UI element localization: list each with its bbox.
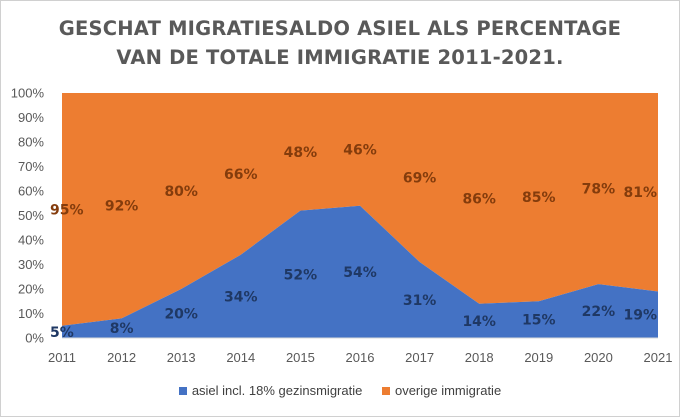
data-label-overige: 48% [284,145,318,161]
chart-title-line-2: VAN DE TOTALE IMMIGRATIE 2011-2021. [116,46,564,69]
x-tick-label: 2018 [465,350,494,365]
data-label-asiel: 34% [224,289,258,305]
legend-item-overige: overige immigratie [381,383,502,398]
data-label-asiel: 14% [462,314,496,330]
x-tick-label: 2012 [107,350,136,365]
chart-title-line-1: GESCHAT MIGRATIESALDO ASIEL ALS PERCENTA… [58,17,622,40]
y-tick-label: 50% [18,208,44,223]
y-tick-label: 40% [18,233,44,248]
x-tick-label: 2013 [167,350,196,365]
legend-label-overige: overige immigratie [394,383,502,398]
data-label-overige: 81% [623,185,657,201]
data-label-asiel: 52% [284,267,318,283]
x-tick-label: 2021 [644,350,673,365]
legend-swatch-overige [381,387,390,395]
legend-label-asiel: asiel incl. 18% gezinsmigratie [191,383,363,398]
data-label-overige: 69% [403,171,437,187]
chart-title: GESCHAT MIGRATIESALDO ASIEL ALS PERCENTA… [0,14,680,72]
data-label-overige: 95% [50,202,84,218]
y-tick-label: 100% [11,86,45,101]
y-tick-label: 0% [25,331,44,346]
x-tick-label: 2015 [286,350,315,365]
data-label-asiel: 8% [110,321,134,337]
x-tick-label: 2014 [226,350,255,365]
y-tick-label: 70% [18,159,44,174]
y-tick-label: 90% [18,110,44,125]
data-label-asiel: 20% [164,307,198,323]
x-tick-label: 2017 [405,350,434,365]
data-label-overige: 78% [582,182,616,198]
y-tick-label: 60% [18,184,44,199]
data-label-overige: 80% [164,184,198,200]
legend-item-asiel: asiel incl. 18% gezinsmigratie [178,383,363,398]
area-asiel [62,205,658,338]
y-tick-label: 30% [18,257,44,272]
data-label-asiel: 5% [50,325,74,341]
x-tick-label: 2020 [584,350,613,365]
data-label-overige: 46% [343,142,377,158]
data-label-asiel: 15% [522,313,556,329]
data-label-asiel: 19% [623,308,657,324]
data-label-asiel: 31% [403,293,437,309]
area-overige [62,93,658,326]
y-tick-label: 80% [18,135,44,150]
data-label-overige: 85% [522,190,556,206]
x-tick-label: 2019 [524,350,553,365]
x-tick-label: 2016 [346,350,375,365]
x-tick-label: 2011 [48,350,76,365]
data-label-overige: 92% [105,199,139,215]
y-tick-label: 20% [18,282,44,297]
y-tick-label: 10% [18,306,44,321]
data-label-asiel: 22% [582,304,616,320]
legend-swatch-asiel [178,387,187,395]
data-label-overige: 86% [462,191,496,207]
data-label-asiel: 54% [343,265,377,281]
chart-legend: asiel incl. 18% gezinsmigratie overige i… [0,383,680,398]
data-label-overige: 66% [224,167,258,183]
